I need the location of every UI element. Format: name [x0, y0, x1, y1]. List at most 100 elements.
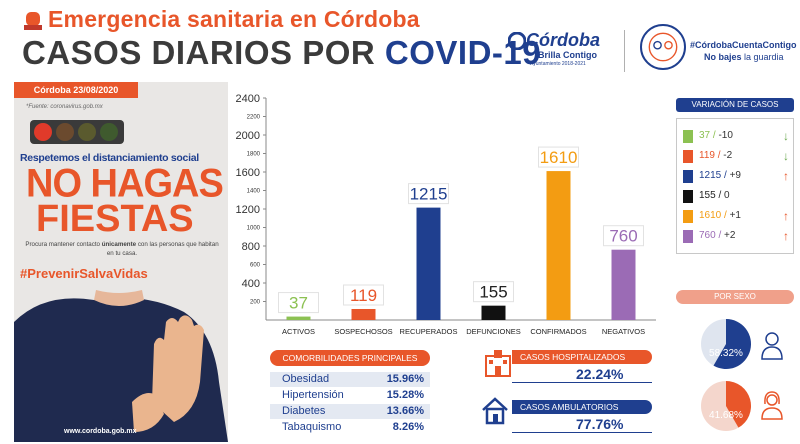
traffic-light-red — [34, 123, 52, 141]
hospitalized-underline — [512, 382, 652, 383]
value-label-frame — [343, 284, 384, 306]
bar-defunciones — [481, 305, 506, 320]
comorbidity-pct: 8.26% — [392, 421, 424, 433]
y-tick-label: 200 — [250, 300, 261, 306]
bar-negativos — [611, 249, 636, 320]
value-label-frame — [408, 183, 449, 205]
variation-swatch — [683, 170, 693, 183]
arrow-up-icon: ↑ — [783, 229, 789, 243]
advice-part-1: Procura mantener contacto — [25, 241, 102, 248]
hospitalized-value: 22.24% — [576, 366, 624, 382]
female-pie: 41.68% — [701, 381, 751, 431]
comorbidity-name: Tabaquismo — [282, 421, 342, 433]
comorbidity-row: Obesidad 15.96% — [270, 372, 430, 387]
source-note: *Fuente: coronavirus.gob.mx — [26, 104, 103, 110]
headline-2: FIESTAS — [36, 198, 194, 240]
variation-change: +2 — [724, 230, 736, 241]
bar-recuperados — [416, 207, 441, 320]
comorbidity-row: Hipertensión 15.28% — [270, 388, 430, 403]
comorbidity-pct: 15.28% — [386, 389, 424, 401]
header-divider — [624, 30, 625, 72]
y-tick-label: 2000 — [236, 130, 260, 142]
cases-bar-chart: 200 400 600 800 1000 1200 1400 1600 1800 2000 2200… — [236, 93, 656, 336]
bar-activos — [286, 316, 311, 320]
y-tick-label: 1800 — [247, 152, 261, 158]
comorbidities-title: COMORBILIDADES PRINCIPALES — [270, 350, 430, 366]
cordoba-logo: Córdoba Brilla Contigo Ayuntamiento 2018… — [508, 26, 612, 70]
category-label: CONFIRMADOS — [530, 327, 586, 336]
y-tick-label: 400 — [242, 278, 260, 290]
advice-bold: únicamente — [101, 241, 137, 248]
hospitalized-label: CASOS HOSPITALIZADOS — [512, 350, 652, 364]
comorbidity-name: Hipertensión — [282, 389, 344, 401]
variation-value: 760 / — [699, 230, 725, 241]
variation-text: 1215 / +9 — [699, 170, 741, 181]
y-tick-label: 1200 — [236, 204, 260, 216]
variation-text: 155 / 0 — [699, 190, 730, 201]
campaign-line: Respetemos el distanciamiento social — [20, 152, 199, 164]
page-title: CASOS DIARIOS POR COVID-19 — [22, 34, 541, 72]
value-label-frame — [473, 281, 514, 303]
variation-value: 37 / — [699, 130, 719, 141]
headline-1: NO HAGAS — [26, 162, 224, 207]
traffic-light-yellow — [78, 123, 96, 141]
pie-pct-label: 58.32% — [709, 348, 743, 359]
home-icon — [482, 397, 508, 425]
logo-small-text: Ayuntamiento 2018-2021 — [530, 61, 586, 67]
header-subtitle: Emergencia sanitaria en Córdoba — [48, 6, 420, 32]
comorbidity-pct: 15.96% — [386, 373, 424, 385]
comorbidity-row: Diabetes 13.66% — [270, 404, 430, 419]
y-tick-label: 800 — [242, 241, 260, 253]
title-highlight: COVID-19 — [384, 34, 542, 71]
variation-change: +9 — [729, 170, 741, 181]
pie-slice — [713, 319, 751, 369]
advice-part-2: con las personas que habitan en tu casa. — [106, 241, 219, 257]
y-tick-label: 1600 — [236, 167, 260, 179]
siren-icon — [24, 12, 42, 30]
traffic-light-orange — [56, 123, 74, 141]
bar-confirmados — [546, 171, 571, 320]
comorbidity-pct: 13.66% — [386, 405, 424, 417]
comorbidity-name: Diabetes — [282, 405, 326, 417]
comorbidity-row: Tabaquismo 8.26% — [270, 420, 430, 435]
advice-text: Procura mantener contacto únicamente con… — [22, 240, 222, 258]
y-tick-label: 2200 — [247, 115, 261, 121]
category-label: NEGATIVOS — [602, 327, 645, 336]
variation-text: 760 / +2 — [699, 230, 735, 241]
category-label: DEFUNCIONES — [466, 327, 521, 336]
variation-row: 119 / -2 ↓ — [683, 149, 789, 165]
variation-change: -2 — [723, 150, 733, 161]
date-badge: Córdoba 23/08/2020 — [14, 82, 138, 98]
slogan-rest: la guardia — [741, 52, 784, 62]
variation-text: 119 / -2 — [699, 150, 732, 161]
bar-value-label: 119 — [350, 286, 377, 305]
person-stop-hand-illustration — [14, 290, 228, 442]
variation-change: 0 — [724, 190, 730, 201]
variation-row: 37 / -10 ↓ — [683, 129, 789, 145]
arrow-down-icon: ↓ — [783, 129, 789, 143]
slogan-bold: No bajes — [704, 52, 742, 62]
logo-name: Córdoba — [526, 30, 600, 50]
variation-value: 119 / — [699, 150, 724, 161]
variation-text: 37 / -10 — [699, 130, 733, 141]
pie-pct-label: 41.68% — [709, 410, 743, 421]
value-label-frame — [603, 225, 644, 247]
y-tick-label: 2400 — [236, 93, 260, 105]
bar-value-label: 1610 — [540, 148, 578, 167]
y-tick-label: 1000 — [247, 226, 261, 232]
arrow-down-icon: ↓ — [783, 149, 789, 163]
pie-slice — [726, 381, 751, 428]
variation-change: -10 — [718, 130, 733, 141]
variation-list: 37 / -10 ↓ 119 / -2 ↓ 1215 / +9 ↑ 155 / 0 1610 … — [676, 118, 794, 254]
male-icon — [761, 332, 783, 360]
category-label: SOSPECHOSOS — [334, 327, 392, 336]
website-link[interactable]: www.cordoba.gob.mx — [64, 428, 137, 435]
traffic-light-green — [100, 123, 118, 141]
value-label-frame — [538, 146, 579, 168]
male-pie: 58.32% — [701, 319, 751, 369]
bar-value-label: 1215 — [410, 185, 448, 204]
variation-swatch — [683, 130, 693, 143]
variation-value: 155 / — [699, 190, 725, 201]
variation-title: VARIACIÓN DE CASOS — [676, 98, 794, 112]
variation-change: +1 — [729, 210, 741, 221]
